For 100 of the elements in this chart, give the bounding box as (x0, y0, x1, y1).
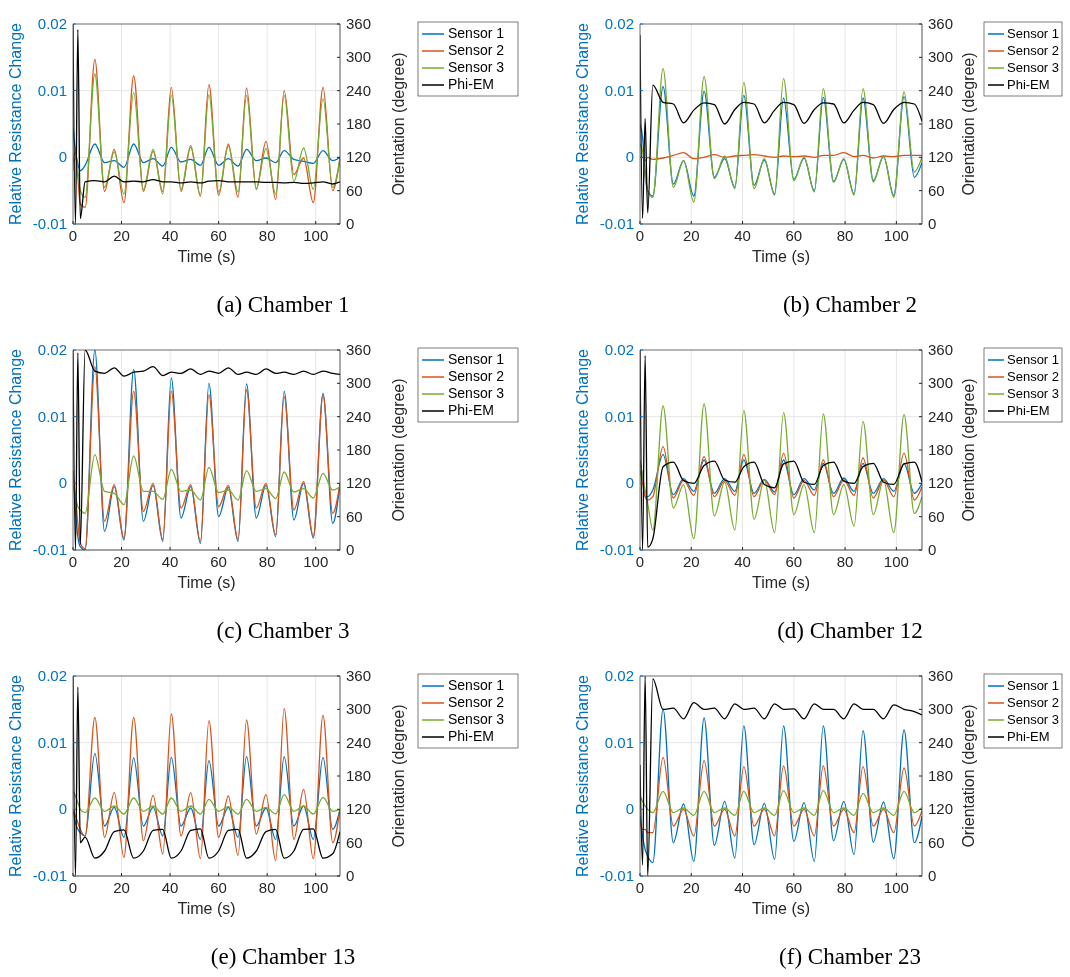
x-axis-title: Time (s) (751, 248, 811, 265)
x-tick-label: 20 (113, 553, 130, 570)
y2-tick-label: 0 (928, 541, 937, 558)
legend-label: Sensor 3 (1007, 386, 1060, 401)
y-axis-title: Relative Resistance Change (574, 674, 591, 877)
y2-tick-label: 300 (928, 374, 954, 392)
legend-label: Sensor 3 (448, 711, 505, 727)
y2-axis-title: Orientation (degree) (390, 52, 407, 196)
legend-label: Sensor 3 (1007, 60, 1060, 75)
y-tick-label: 0.02 (604, 15, 634, 32)
line-series (640, 708, 922, 864)
y2-axis-title: Orientation (degree) (390, 704, 407, 848)
text: (e) Chamber 13 (210, 944, 356, 969)
text: (a) Chamber 1 (216, 292, 350, 317)
x-tick-label: 100 (303, 879, 329, 896)
y-tick-label: 0 (625, 800, 634, 818)
x-tick-label: 80 (836, 553, 854, 570)
y2-tick-label: 60 (346, 833, 363, 851)
legend-label: Phi-EM (448, 402, 494, 418)
y2-axis-title: Orientation (degree) (960, 378, 977, 522)
y-tick-label: 0 (58, 800, 67, 818)
legend-label: Sensor 3 (448, 59, 505, 75)
y-tick-label: -0.01 (599, 215, 634, 232)
legend-label: Sensor 3 (448, 385, 505, 401)
legend-label: Sensor 2 (1007, 695, 1060, 710)
y2-tick-label: 300 (346, 374, 372, 392)
y2-tick-label: 300 (346, 48, 372, 66)
y-tick-label: -0.01 (599, 541, 634, 558)
x-tick-label: 60 (785, 227, 803, 244)
x-tick-label: 60 (785, 553, 803, 570)
y2-tick-label: 300 (928, 700, 954, 718)
x-tick-label: 100 (303, 553, 329, 570)
y2-tick-label: 120 (928, 474, 954, 492)
y-tick-label: -0.01 (599, 867, 634, 884)
y-axis-title: Relative Resistance Change (574, 22, 591, 225)
y-axis-title: Relative Resistance Change (7, 22, 24, 225)
legend-label: Sensor 1 (448, 25, 505, 41)
y2-tick-label: 360 (928, 341, 954, 358)
y2-tick-label: 180 (928, 441, 954, 458)
y2-tick-label: 60 (928, 507, 945, 525)
y2-tick-label: 60 (346, 507, 363, 525)
legend-label: Sensor 1 (448, 677, 505, 693)
x-axis-title: Time (s) (177, 574, 236, 591)
legend-label: Sensor 1 (1007, 678, 1060, 693)
x-tick-label: 20 (113, 227, 130, 244)
legend-label: Sensor 2 (448, 694, 505, 710)
line-series (640, 676, 922, 876)
y-tick-label: -0.01 (32, 215, 67, 232)
y2-tick-label: 0 (346, 541, 355, 558)
line-series (640, 68, 922, 203)
text: (b) Chamber 2 (782, 292, 918, 317)
y2-tick-label: 180 (928, 115, 954, 132)
y2-tick-label: 60 (928, 181, 945, 199)
x-tick-label: 100 (883, 879, 909, 896)
x-tick-label: 20 (113, 879, 130, 896)
legend-label: Sensor 2 (448, 42, 505, 58)
x-tick-label: 80 (258, 227, 276, 244)
y-tick-label: -0.01 (32, 541, 67, 558)
x-tick-label: 80 (836, 227, 854, 244)
x-tick-label: 40 (161, 879, 179, 896)
y2-tick-label: 240 (346, 407, 372, 425)
y2-tick-label: 120 (346, 474, 372, 492)
y2-tick-label: 0 (346, 215, 355, 232)
x-axis-title: Time (s) (177, 248, 236, 265)
x-tick-label: 80 (258, 879, 276, 896)
y2-tick-label: 360 (928, 667, 954, 684)
legend-label: Phi-EM (1007, 403, 1050, 418)
y-tick-label: 0.02 (37, 15, 67, 32)
y2-tick-label: 0 (928, 215, 937, 232)
y-tick-label: 0.02 (37, 341, 67, 358)
legend-label: Phi-EM (448, 76, 494, 92)
x-tick-label: 40 (734, 879, 751, 896)
y-tick-label: 0.01 (37, 733, 67, 751)
x-tick-label: 40 (161, 553, 179, 570)
y-tick-label: 0.02 (604, 341, 634, 358)
x-axis-title: Time (s) (751, 900, 811, 917)
y2-tick-label: 300 (928, 48, 954, 66)
x-tick-label: 80 (836, 879, 854, 896)
legend-label: Phi-EM (1007, 729, 1050, 744)
x-tick-label: 20 (682, 227, 700, 244)
x-tick-label: 20 (682, 879, 700, 896)
y-tick-label: 0.01 (37, 81, 67, 99)
y2-tick-label: 120 (346, 800, 372, 818)
x-axis-title: Time (s) (177, 900, 236, 917)
y2-tick-label: 0 (346, 867, 355, 884)
y2-tick-label: 360 (346, 15, 372, 32)
x-tick-label: 40 (734, 553, 751, 570)
x-tick-label: 100 (883, 553, 909, 570)
legend-label: Phi-EM (1007, 77, 1050, 92)
line-series (73, 708, 340, 862)
x-tick-label: 60 (210, 227, 227, 244)
y2-tick-label: 360 (346, 667, 372, 684)
y-tick-label: 0.01 (604, 407, 634, 425)
legend-label: Sensor 1 (1007, 352, 1060, 367)
y2-tick-label: 360 (928, 15, 954, 32)
y-tick-label: -0.01 (32, 867, 67, 884)
legend-label: Sensor 1 (448, 351, 505, 367)
y2-axis-title: Orientation (degree) (390, 378, 407, 522)
y-axis-title: Relative Resistance Change (7, 348, 24, 551)
y-tick-label: 0 (58, 474, 67, 492)
